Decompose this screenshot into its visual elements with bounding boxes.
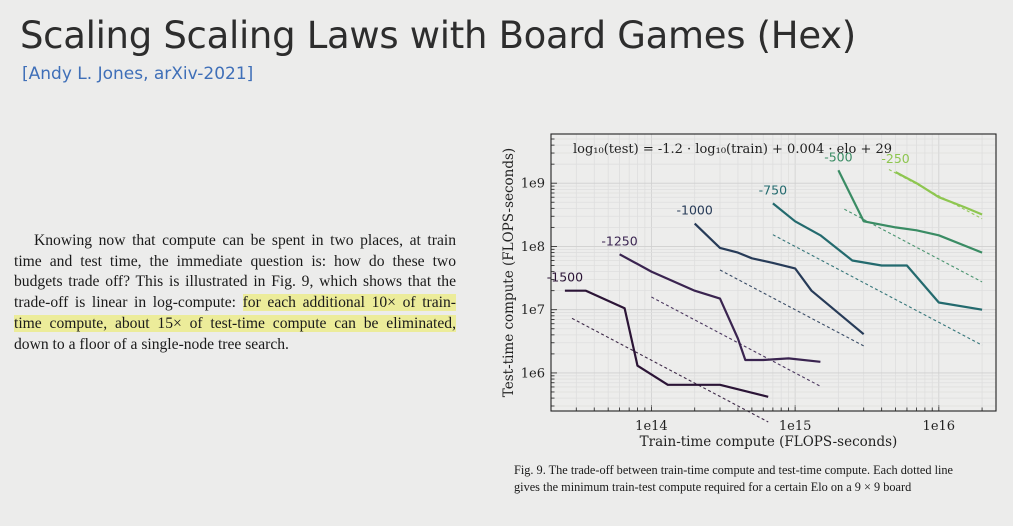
series-label--500: -500 [824,149,852,164]
plot-frame [550,133,997,412]
series-line--500 [837,169,983,254]
y-tick-label: 1e6 [521,366,545,381]
y-tick-label: 1e9 [521,177,545,192]
fit-line--1250 [651,296,821,387]
x-tick-label: 1e16 [923,419,956,434]
series-line--250 [895,171,983,216]
body-paragraph: Knowing now that compute can be spent in… [14,231,456,355]
x-tick-label: 1e14 [635,419,668,434]
y-axis-label: Test-time compute (FLOPS-seconds) [501,148,517,397]
figure-caption: Fig. 9. The trade-off between train-time… [514,463,954,494]
paragraph-text: Knowing now that compute can be spent in… [14,232,456,312]
series-label--1000: -1000 [677,203,713,218]
series-line--750 [772,202,983,311]
series-line--1500 [564,289,769,398]
y-tick-label: 1e7 [521,303,545,318]
series-line--1250 [619,253,821,363]
plot-area [551,134,996,411]
x-axis-label: Train-time compute (FLOPS-seconds) [640,434,898,450]
series-label--250: -250 [881,151,909,166]
citation[interactable]: [Andy L. Jones, arXiv-2021] [22,64,254,84]
x-tick-label: 1e15 [779,419,812,434]
series-line--1000 [693,222,865,336]
equation-annotation: log₁₀(test) = -1.2 · log₁₀(train) + 0.00… [573,142,892,157]
y-tick-label: 1e8 [521,240,545,255]
slide-title: Scaling Scaling Laws with Board Games (H… [20,14,856,57]
series-label--750: -750 [759,182,787,197]
series-label--1500: -1500 [547,270,583,285]
series-label--1250: -1250 [601,233,637,248]
fit-line--750 [772,234,983,346]
fit-line--1500 [571,317,769,423]
paragraph-text-end: down to a floor of a single-node tree se… [14,335,289,353]
fit-line--500 [844,208,983,283]
